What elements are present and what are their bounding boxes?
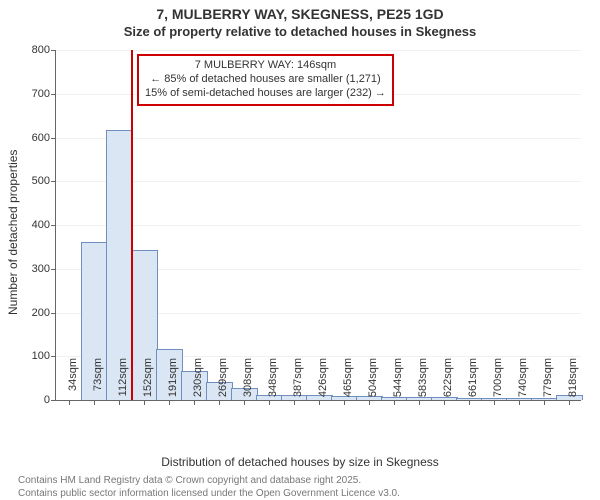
y-tick-label: 300: [32, 263, 56, 275]
x-tick-label: 426sqm: [317, 358, 329, 408]
x-tick-label: 544sqm: [392, 358, 404, 408]
x-axis-label: Distribution of detached houses by size …: [0, 455, 600, 469]
attribution: Contains HM Land Registry data © Crown c…: [18, 475, 400, 500]
x-tick-label: 740sqm: [517, 358, 529, 408]
annotation-line2: ← 85% of detached houses are smaller (1,…: [145, 73, 386, 87]
x-tick-label: 661sqm: [467, 358, 479, 408]
y-tick-label: 700: [32, 88, 56, 100]
y-tick-label: 800: [32, 44, 56, 56]
x-tick-label: 583sqm: [417, 358, 429, 408]
x-tick-label: 308sqm: [242, 358, 254, 408]
x-tick-label: 465sqm: [342, 358, 354, 408]
annotation-line1: 7 MULBERRY WAY: 146sqm: [195, 59, 336, 71]
gridline: [56, 181, 581, 182]
y-tick-label: 500: [32, 175, 56, 187]
x-tick-label: 269sqm: [217, 358, 229, 408]
x-tick-label: 112sqm: [117, 358, 129, 408]
y-tick-label: 400: [32, 219, 56, 231]
y-tick-label: 600: [32, 132, 56, 144]
x-tick-label: 34sqm: [67, 358, 79, 408]
chart-subtitle: Size of property relative to detached ho…: [0, 24, 600, 39]
x-tick-label: 622sqm: [442, 358, 454, 408]
gridline: [56, 225, 581, 226]
annotation-box: 7 MULBERRY WAY: 146sqm ← 85% of detached …: [137, 54, 394, 106]
chart-title: 7, MULBERRY WAY, SKEGNESS, PE25 1GD: [0, 6, 600, 22]
gridline: [56, 138, 581, 139]
y-tick-label: 200: [32, 307, 56, 319]
x-tick-label: 348sqm: [267, 358, 279, 408]
x-tick-label: 818sqm: [567, 358, 579, 408]
x-tick-label: 387sqm: [292, 358, 304, 408]
x-tick-label: 230sqm: [192, 358, 204, 408]
x-tick-label: 779sqm: [542, 358, 554, 408]
x-tick-label: 73sqm: [92, 358, 104, 408]
y-tick-label: 100: [32, 350, 56, 362]
plot-area: 010020030040050060070080034sqm73sqm112sq…: [55, 50, 581, 401]
x-tick-label: 152sqm: [142, 358, 154, 408]
annotation-line3: 15% of semi-detached houses are larger (…: [145, 87, 386, 101]
attribution-line1: Contains HM Land Registry data © Crown c…: [18, 475, 361, 486]
x-tick-label: 191sqm: [167, 358, 179, 408]
x-tick-label: 700sqm: [492, 358, 504, 408]
y-axis-label: Number of detached properties: [6, 150, 20, 315]
chart-root: { "title": "7, MULBERRY WAY, SKEGNESS, P…: [0, 0, 600, 500]
x-tick-label: 504sqm: [367, 358, 379, 408]
gridline: [56, 50, 581, 51]
property-marker-line: [131, 50, 133, 400]
attribution-line2: Contains public sector information licen…: [18, 488, 400, 499]
y-tick-label: 0: [44, 394, 56, 406]
